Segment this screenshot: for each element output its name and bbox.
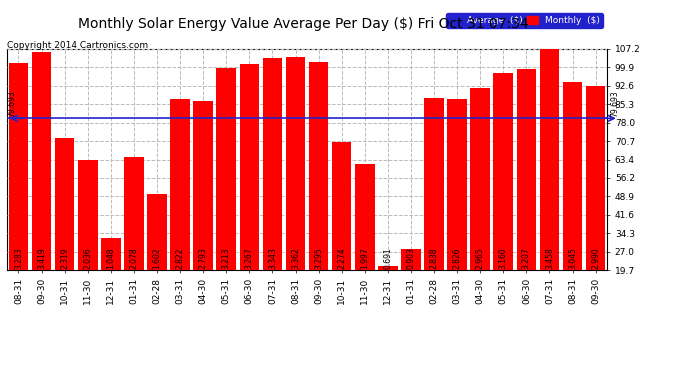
Legend: Average  ($), Monthly  ($): Average ($), Monthly ($) xyxy=(446,13,602,28)
Text: 0.691: 0.691 xyxy=(384,247,393,269)
Text: 2.319: 2.319 xyxy=(60,247,69,269)
Text: 2.838: 2.838 xyxy=(430,247,439,269)
Text: 3.160: 3.160 xyxy=(499,247,508,269)
Bar xyxy=(101,238,121,320)
Bar xyxy=(355,164,375,320)
Bar xyxy=(309,62,328,320)
Bar xyxy=(9,63,28,320)
Bar xyxy=(170,99,190,320)
Bar xyxy=(239,64,259,320)
Bar xyxy=(286,57,305,320)
Bar xyxy=(493,72,513,320)
Text: 1.602: 1.602 xyxy=(152,247,161,269)
Bar xyxy=(263,58,282,320)
Text: 79.693: 79.693 xyxy=(611,90,620,117)
Bar xyxy=(32,52,51,320)
Text: 2.274: 2.274 xyxy=(337,247,346,269)
Text: 3.267: 3.267 xyxy=(245,247,254,269)
Bar xyxy=(540,49,560,320)
Text: 2.078: 2.078 xyxy=(130,247,139,269)
Text: 79.693: 79.693 xyxy=(7,90,16,117)
Text: 3.295: 3.295 xyxy=(314,247,323,269)
Bar xyxy=(563,81,582,320)
Text: 3.458: 3.458 xyxy=(545,247,554,269)
Text: 1.997: 1.997 xyxy=(360,247,369,269)
Bar xyxy=(193,101,213,320)
Text: 3.045: 3.045 xyxy=(568,247,577,269)
Text: 2.990: 2.990 xyxy=(591,247,600,269)
Bar xyxy=(124,157,144,320)
Bar xyxy=(378,266,397,320)
Text: 3.362: 3.362 xyxy=(291,247,300,269)
Bar xyxy=(424,98,444,320)
Bar xyxy=(471,88,490,320)
Text: 2.036: 2.036 xyxy=(83,247,92,269)
Text: 3.207: 3.207 xyxy=(522,247,531,269)
Bar xyxy=(55,138,75,320)
Bar xyxy=(447,99,467,320)
Text: 2.822: 2.822 xyxy=(175,248,184,269)
Text: 0.903: 0.903 xyxy=(406,247,415,269)
Bar xyxy=(332,142,351,320)
Bar xyxy=(217,68,236,320)
Text: 2.793: 2.793 xyxy=(199,247,208,269)
Bar xyxy=(517,69,536,320)
Text: 1.048: 1.048 xyxy=(106,247,115,269)
Bar xyxy=(586,86,605,320)
Bar xyxy=(401,249,421,320)
Text: 3.213: 3.213 xyxy=(221,247,230,269)
Text: Copyright 2014 Cartronics.com: Copyright 2014 Cartronics.com xyxy=(7,41,148,50)
Bar xyxy=(147,195,167,320)
Text: 3.419: 3.419 xyxy=(37,247,46,269)
Text: 3.343: 3.343 xyxy=(268,247,277,269)
Text: 2.965: 2.965 xyxy=(475,247,484,269)
Text: 2.826: 2.826 xyxy=(453,247,462,269)
Text: Monthly Solar Energy Value Average Per Day ($) Fri Oct 31 07:34: Monthly Solar Energy Value Average Per D… xyxy=(78,17,529,31)
Text: 3.283: 3.283 xyxy=(14,247,23,269)
Bar xyxy=(78,160,97,320)
